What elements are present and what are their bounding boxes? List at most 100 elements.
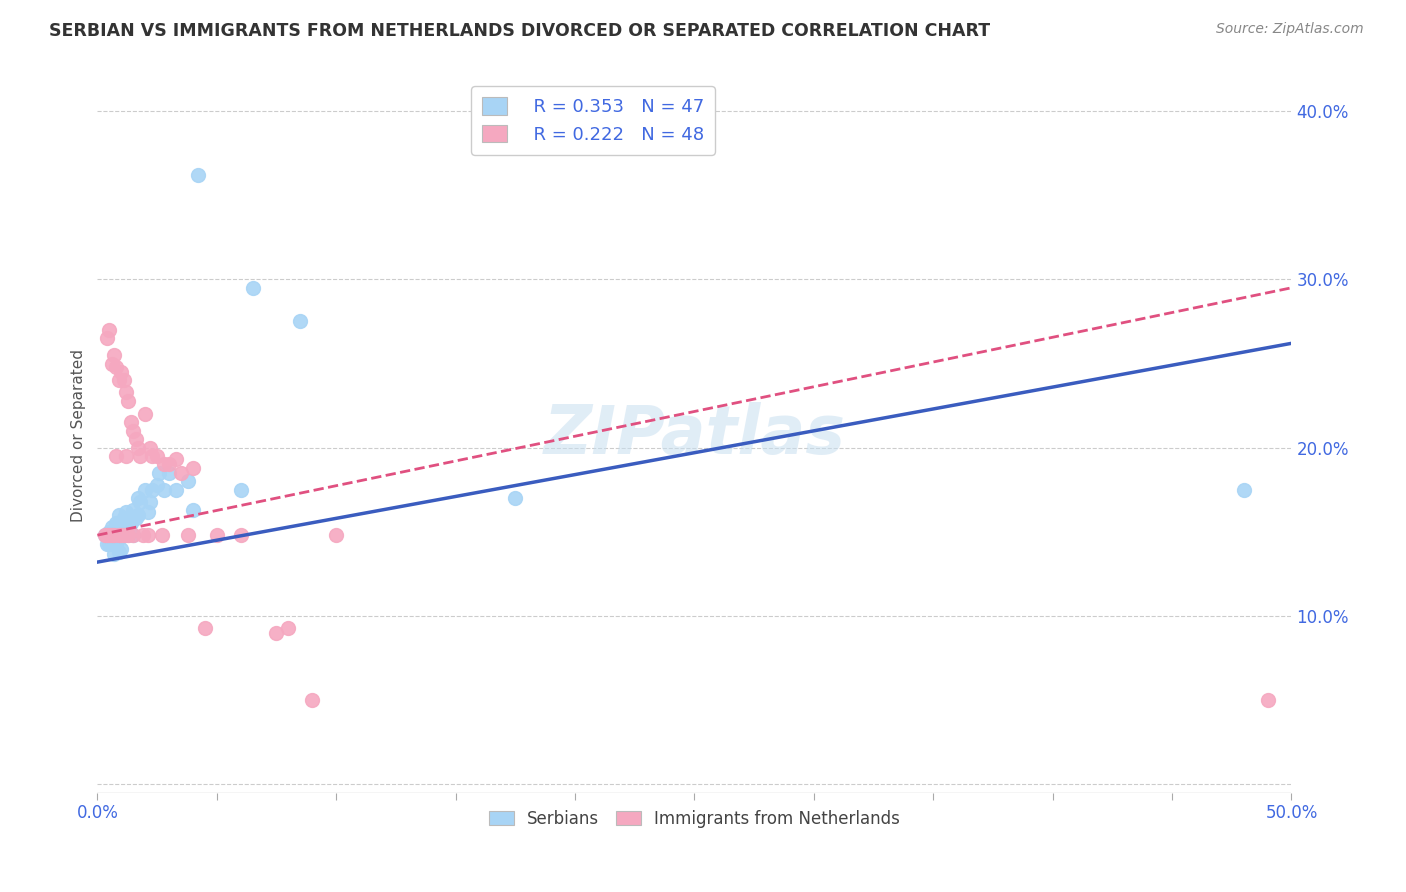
Point (127, 508, 149, 522)
Text: 50.0%: 50.0% (1265, 804, 1317, 822)
Point (127, 491, 149, 505)
Point (229, 528, 252, 542)
Point (96, 528, 118, 542)
Point (146, 477, 169, 491)
Point (129, 449, 152, 463)
Point (93, 528, 115, 542)
Y-axis label: Divorced or Separated: Divorced or Separated (72, 349, 86, 522)
Point (1257, 693, 1279, 707)
Point (242, 281, 264, 295)
Point (177, 475, 200, 489)
Point (100, 357, 122, 371)
Point (181, 503, 204, 517)
Point (103, 528, 125, 542)
Point (105, 536, 128, 550)
Point (301, 693, 323, 707)
Point (153, 458, 176, 472)
Point (117, 528, 139, 542)
Point (170, 466, 193, 480)
Point (110, 528, 132, 542)
Point (110, 528, 132, 542)
Point (98, 536, 121, 550)
Point (112, 528, 135, 542)
Point (134, 483, 156, 497)
Point (229, 483, 252, 497)
Point (96, 536, 118, 550)
Point (103, 348, 125, 362)
Point (325, 528, 347, 542)
Point (136, 505, 159, 519)
Point (115, 505, 138, 519)
Point (129, 494, 152, 508)
Point (100, 528, 122, 542)
Point (103, 536, 125, 550)
Point (177, 528, 200, 542)
Text: Source: ZipAtlas.com: Source: ZipAtlas.com (1216, 22, 1364, 37)
Point (105, 516, 128, 531)
Point (108, 528, 131, 542)
Point (187, 168, 209, 182)
Point (98, 323, 121, 337)
Point (503, 491, 526, 505)
Point (150, 528, 173, 542)
Point (277, 621, 299, 635)
Text: ZIPatlas: ZIPatlas (543, 402, 845, 468)
Point (98, 524, 121, 539)
Point (139, 494, 162, 508)
Point (157, 458, 180, 472)
Text: 0.0%: 0.0% (76, 804, 118, 822)
Point (141, 449, 163, 463)
Point (194, 621, 217, 635)
Legend: Serbians, Immigrants from Netherlands: Serbians, Immigrants from Netherlands (482, 803, 907, 834)
Point (146, 449, 169, 463)
Point (120, 516, 142, 531)
Point (136, 528, 159, 542)
Point (108, 528, 131, 542)
Point (124, 511, 146, 525)
Point (290, 314, 312, 328)
Point (110, 516, 132, 531)
Point (266, 625, 288, 640)
Point (165, 452, 187, 467)
Point (117, 511, 139, 525)
Point (112, 528, 135, 542)
Point (181, 461, 204, 475)
Point (115, 385, 138, 400)
Point (134, 407, 156, 421)
Point (124, 432, 146, 446)
Point (115, 521, 138, 535)
Point (122, 528, 145, 542)
Point (165, 483, 187, 497)
Point (112, 373, 135, 387)
Point (148, 466, 170, 480)
Point (110, 365, 132, 379)
Point (1233, 483, 1256, 497)
Point (110, 541, 132, 556)
Point (139, 441, 162, 455)
Point (103, 547, 125, 561)
Point (112, 511, 135, 525)
Point (117, 393, 139, 408)
Point (108, 545, 131, 559)
Point (127, 441, 149, 455)
Point (141, 483, 163, 497)
Point (132, 528, 155, 542)
Point (115, 449, 138, 463)
Point (122, 424, 145, 438)
Point (103, 528, 125, 542)
Point (122, 528, 145, 542)
Point (153, 483, 176, 497)
Point (157, 466, 180, 480)
Point (96, 331, 118, 345)
Point (120, 416, 142, 430)
Point (105, 359, 128, 374)
Point (100, 528, 122, 542)
Point (205, 528, 228, 542)
Point (117, 528, 139, 542)
Point (93, 528, 115, 542)
Point (108, 508, 131, 522)
Point (105, 449, 128, 463)
Text: SERBIAN VS IMMIGRANTS FROM NETHERLANDS DIVORCED OR SEPARATED CORRELATION CHART: SERBIAN VS IMMIGRANTS FROM NETHERLANDS D… (49, 22, 990, 40)
Point (100, 520, 122, 534)
Point (122, 503, 145, 517)
